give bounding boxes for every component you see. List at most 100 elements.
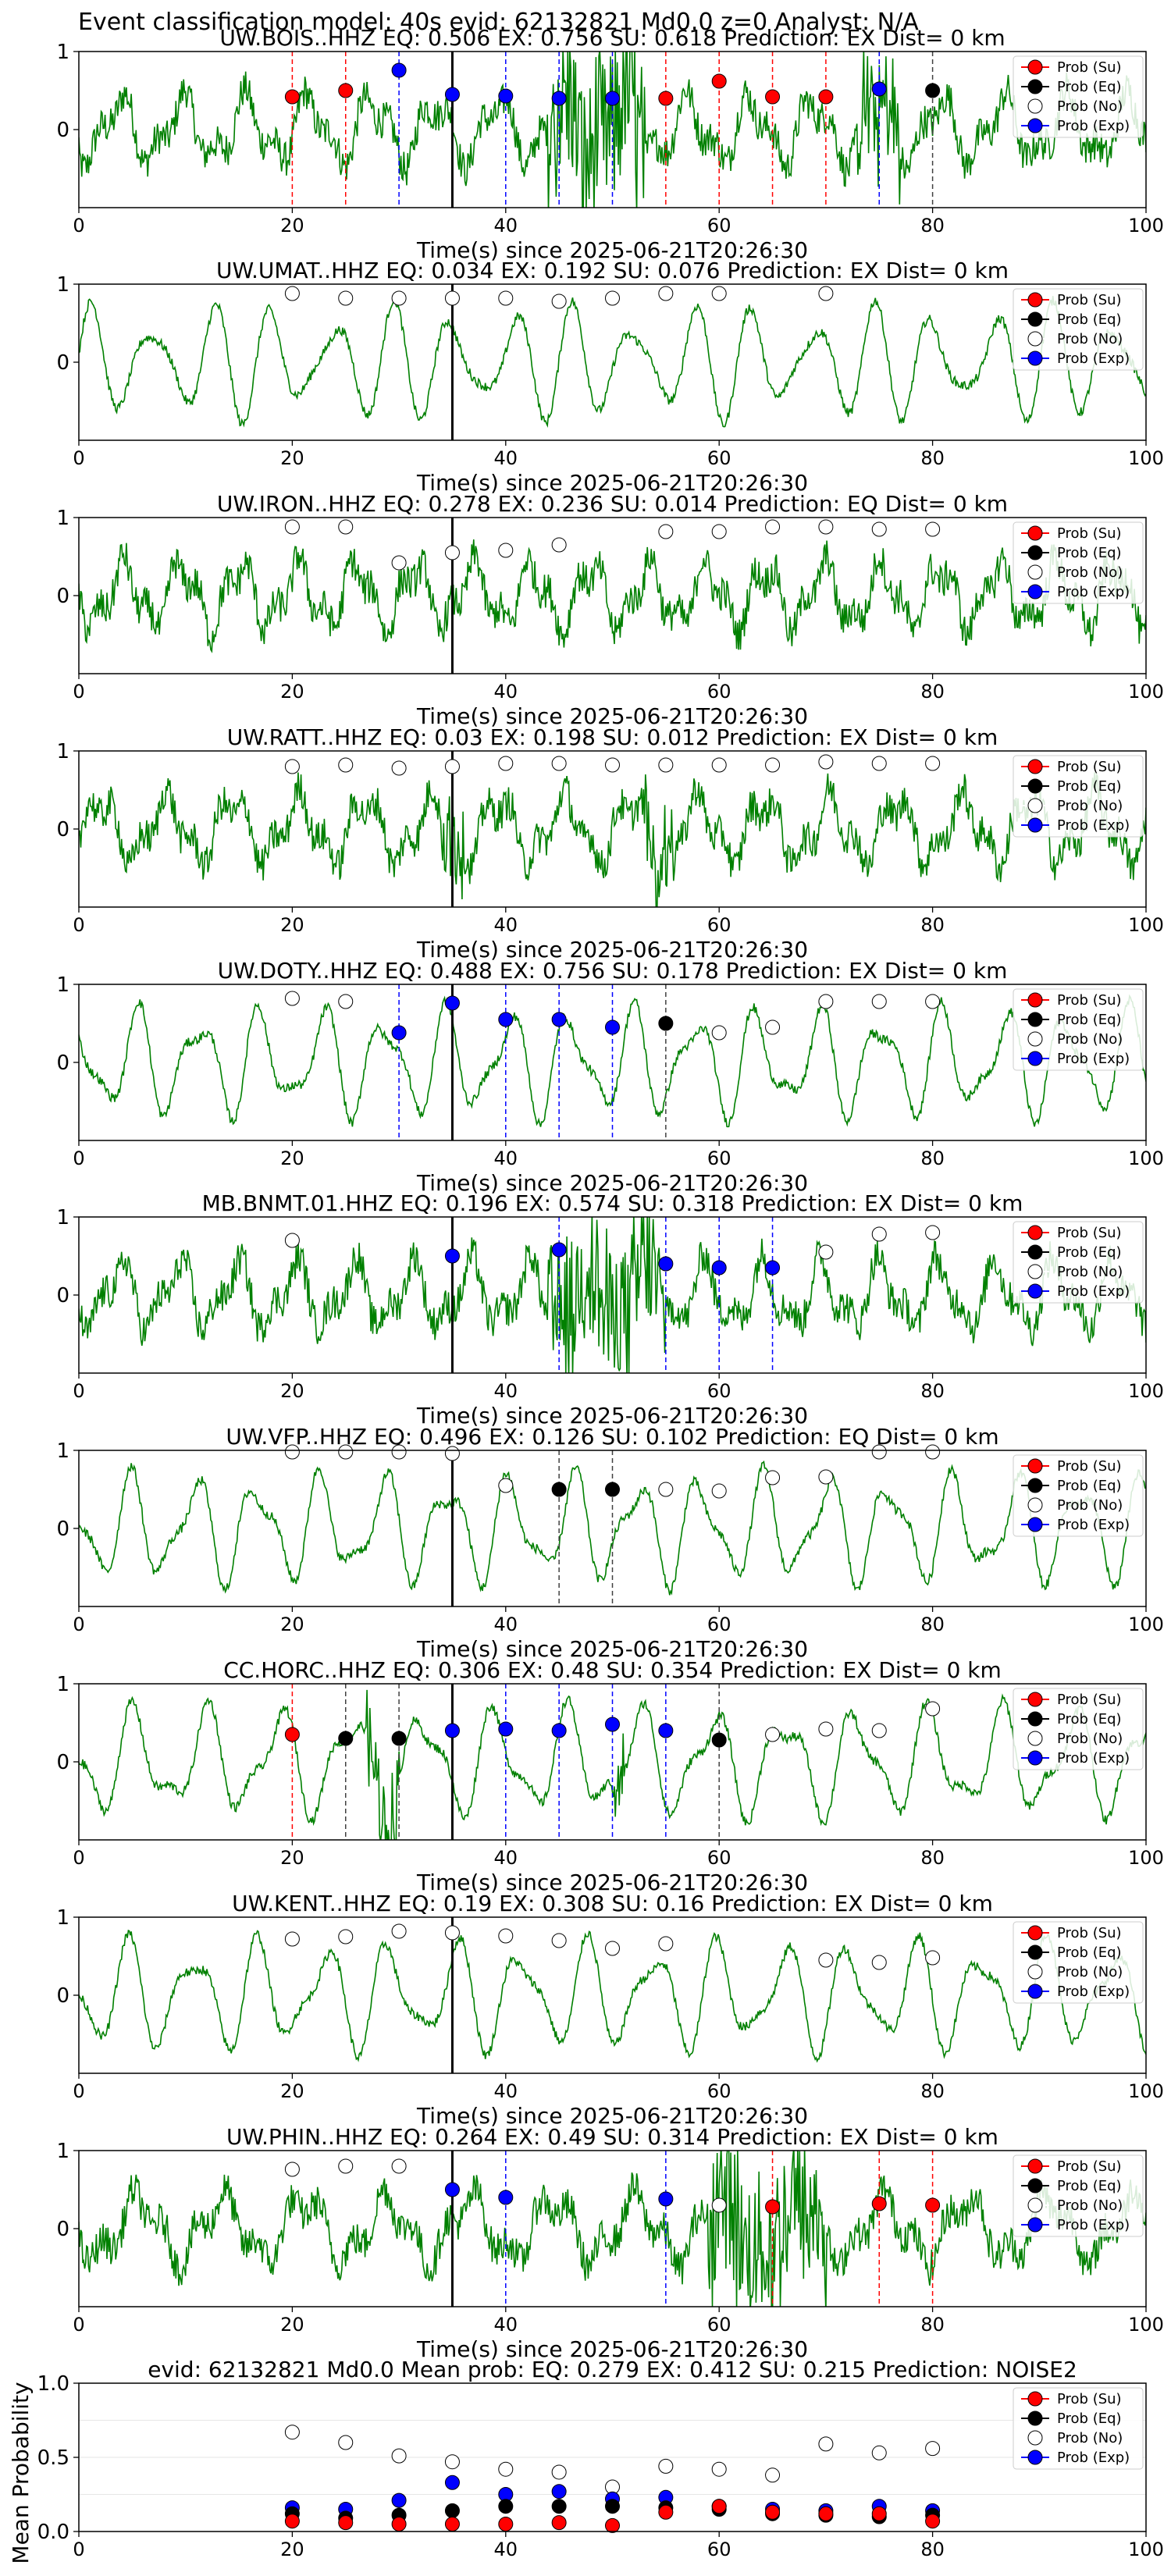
station-panel: UW.DOTY..HHZ EQ: 0.488 EX: 0.756 SU: 0.1… [56,958,1163,1196]
prob-point-no [658,757,674,773]
legend-label: Prob (No) [1057,1031,1123,1048]
seismic-trace [79,1689,1146,1840]
legend-label: Prob (Su) [1057,292,1122,308]
legend-box [1013,2154,1144,2237]
legend-label: Prob (Exp) [1057,2450,1130,2466]
prob-point-eq [551,1482,567,1497]
panel-title: UW.UMAT..HHZ EQ: 0.034 EX: 0.192 SU: 0.0… [216,258,1009,283]
legend-marker [1027,798,1043,813]
x-tick-label: 0 [73,2314,84,2336]
legend-marker [1027,2411,1043,2426]
x-tick-label: 0 [73,914,84,936]
mean-point-su [871,2506,887,2521]
y-tick-label: 0 [56,1051,69,1075]
prob-point-no [391,290,407,306]
legend-marker [1027,2197,1043,2213]
legend-label: Prob (Su) [1057,992,1122,1009]
legend-label: Prob (Eq) [1057,545,1122,561]
prob-point-no [658,1482,674,1497]
x-axis-label: Time(s) since 2025-06-21T20:26:30 [416,937,808,962]
panel-title: CC.HORC..HHZ EQ: 0.306 EX: 0.48 SU: 0.35… [223,1657,1002,1683]
panel-title: MB.BNMT.01.HHZ EQ: 0.196 EX: 0.574 SU: 0… [202,1190,1023,1216]
prob-point-su [338,83,354,98]
x-tick-label: 80 [920,1614,945,1635]
x-tick-label: 40 [494,1147,518,1169]
prob-point-no [551,294,567,309]
seismic-trace [79,1217,1146,1373]
legend-marker [1027,1692,1043,1707]
prob-point-no [765,757,781,773]
y-tick-label: 1 [56,1206,69,1229]
mean-point-eq [498,2499,514,2514]
x-tick-label: 20 [280,1847,304,1869]
x-tick-label: 20 [280,215,304,237]
x-tick-label: 100 [1128,1614,1164,1635]
mean-point-su [338,2515,354,2531]
x-axis-label: Time(s) since 2025-06-21T20:26:30 [416,1403,808,1429]
prob-point-no [605,290,620,306]
prob-point-exp [498,88,514,104]
station-panel: UW.RATT..HHZ EQ: 0.03 EX: 0.198 SU: 0.01… [56,724,1163,962]
x-tick-label: 40 [494,1847,518,1869]
legend-label: Prob (Su) [1057,1692,1122,1708]
prob-point-no [925,756,941,771]
mean-point-su [391,2517,407,2532]
seismic-trace [79,2151,1146,2307]
legend-label: Prob (Eq) [1057,2411,1122,2427]
prob-point-eq [391,1731,407,1746]
prob-point-no [338,757,354,773]
legend-marker [1027,1944,1043,1960]
mean-point-eq [444,2503,460,2518]
legend-box [1013,2387,1144,2470]
y-tick-label: 1 [56,740,69,763]
prob-point-no [498,543,514,558]
mean-point-no [391,2448,407,2464]
legend-marker [1027,2158,1043,2174]
seismic-trace [79,539,1146,653]
legend-label: Prob (Exp) [1057,1283,1130,1300]
legend-marker [1027,331,1043,347]
x-tick-label: 60 [707,447,731,469]
legend-label: Prob (No) [1057,564,1123,581]
legend-label: Prob (No) [1057,1731,1123,1747]
legend-box [1013,55,1144,138]
legend-marker [1027,992,1043,1008]
prob-point-exp [551,1723,567,1738]
y-tick-label: 0 [56,119,69,142]
prob-point-su [284,1727,300,1742]
x-tick-label: 40 [494,914,518,936]
prob-point-no [925,521,941,537]
legend-marker [1027,545,1043,560]
mean-point-no [658,2458,674,2474]
axes-frame [78,283,1147,441]
legend-marker [1027,2391,1043,2407]
x-tick-label: 20 [280,2314,304,2336]
y-tick-label: 1 [56,273,69,297]
station-panel: UW.KENT..HHZ EQ: 0.19 EX: 0.308 SU: 0.16… [56,1891,1163,2129]
prob-point-no [284,991,300,1006]
prob-point-exp [551,1242,567,1258]
x-tick-label: 100 [1128,1380,1164,1402]
figure-suptitle: Event classification model: 40s evid: 62… [78,9,919,36]
x-axis-label: Time(s) since 2025-06-21T20:26:30 [416,1870,808,1895]
mean-point-su [551,2515,567,2531]
legend-label: Prob (No) [1057,1264,1123,1280]
prob-point-su [711,73,727,89]
panel-title: UW.PHIN..HHZ EQ: 0.264 EX: 0.49 SU: 0.31… [226,2124,998,2150]
prob-point-eq [711,1732,727,1748]
prob-point-no [498,756,514,771]
legend-marker [1027,1012,1043,1027]
prob-point-no [658,286,674,301]
x-tick-label: 100 [1128,2539,1164,2560]
x-tick-label: 80 [920,2539,945,2560]
prob-point-no [711,1025,727,1041]
prob-point-no [925,1225,941,1240]
prob-point-exp [498,1721,514,1737]
prob-point-exp [658,1256,674,1272]
prob-point-no [925,1444,941,1460]
prob-point-no [551,537,567,553]
x-tick-label: 60 [707,2539,731,2560]
prob-point-no [338,290,354,306]
axes-frame [78,517,1147,674]
panel-title: UW.BOIS..HHZ EQ: 0.506 EX: 0.756 SU: 0.6… [219,25,1005,51]
